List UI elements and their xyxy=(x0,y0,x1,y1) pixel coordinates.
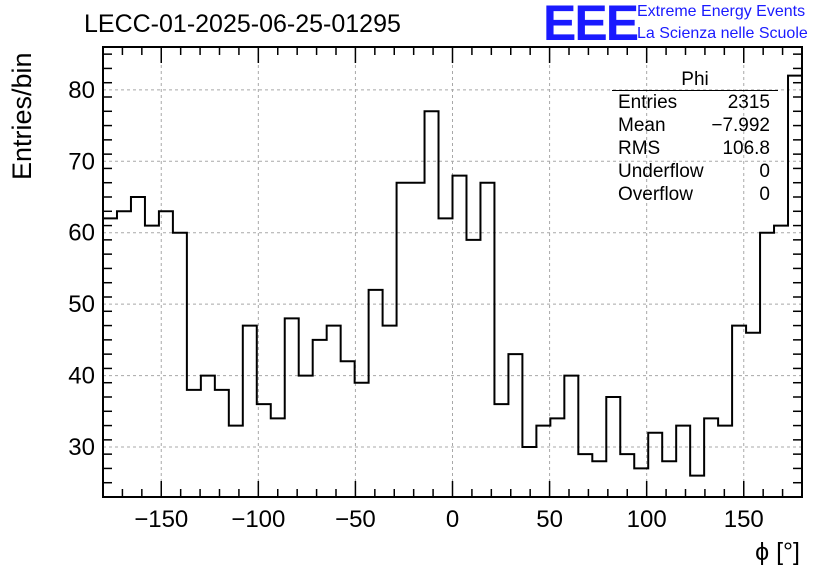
stats-value: 2315 xyxy=(727,92,770,113)
logo-line-1: Extreme Energy Events xyxy=(637,3,806,20)
x-axis-label: ϕ [°] xyxy=(755,538,800,566)
eee-logo: EEE xyxy=(543,0,639,51)
stats-label: RMS xyxy=(618,138,661,159)
stats-value: 106.8 xyxy=(722,138,770,159)
y-tick-label: 50 xyxy=(68,291,95,318)
stats-box: Phi Entries 2315 Mean −7.992 RMS 106.8 U… xyxy=(612,70,778,206)
stats-row-underflow: Underflow 0 xyxy=(612,160,778,183)
y-axis: 30 40 50 60 70 80 xyxy=(68,53,802,498)
y-axis-label: Entries/bin xyxy=(7,52,37,180)
x-tick-label: −150 xyxy=(134,506,188,533)
stats-label: Mean xyxy=(618,115,666,136)
y-tick-label: 40 xyxy=(68,363,95,390)
y-tick-label: 80 xyxy=(68,77,95,104)
stats-row-mean: Mean −7.992 xyxy=(612,114,778,137)
histogram-series xyxy=(103,74,802,477)
x-tick-label: −100 xyxy=(231,506,285,533)
stats-value: −7.992 xyxy=(711,115,770,136)
x-tick-label: 100 xyxy=(627,506,667,533)
logo-line-2: La Scienza nelle Scuole xyxy=(637,25,808,42)
x-tick-label: 50 xyxy=(536,506,563,533)
stats-label: Overflow xyxy=(618,184,693,205)
y-tick-label: 70 xyxy=(68,148,95,175)
stats-value: 0 xyxy=(759,161,770,182)
grid-lines xyxy=(103,47,802,497)
x-tick-label: 0 xyxy=(446,506,459,533)
stats-label: Underflow xyxy=(618,161,704,182)
x-tick-label: 150 xyxy=(724,506,764,533)
chart-title: LECC-01-2025-06-25-01295 xyxy=(84,10,401,38)
stats-value: 0 xyxy=(759,184,770,205)
stats-row-rms: RMS 106.8 xyxy=(612,137,778,160)
stats-row-overflow: Overflow 0 xyxy=(612,183,778,206)
y-tick-label: 30 xyxy=(68,434,95,461)
y-tick-label: 60 xyxy=(68,220,95,247)
x-tick-label: −50 xyxy=(335,506,376,533)
x-axis: −150 −100 −50 0 50 100 150 xyxy=(102,47,803,533)
stats-row-entries: Entries 2315 xyxy=(612,91,778,114)
stats-label: Entries xyxy=(618,92,678,113)
stats-title: Phi xyxy=(612,70,778,91)
